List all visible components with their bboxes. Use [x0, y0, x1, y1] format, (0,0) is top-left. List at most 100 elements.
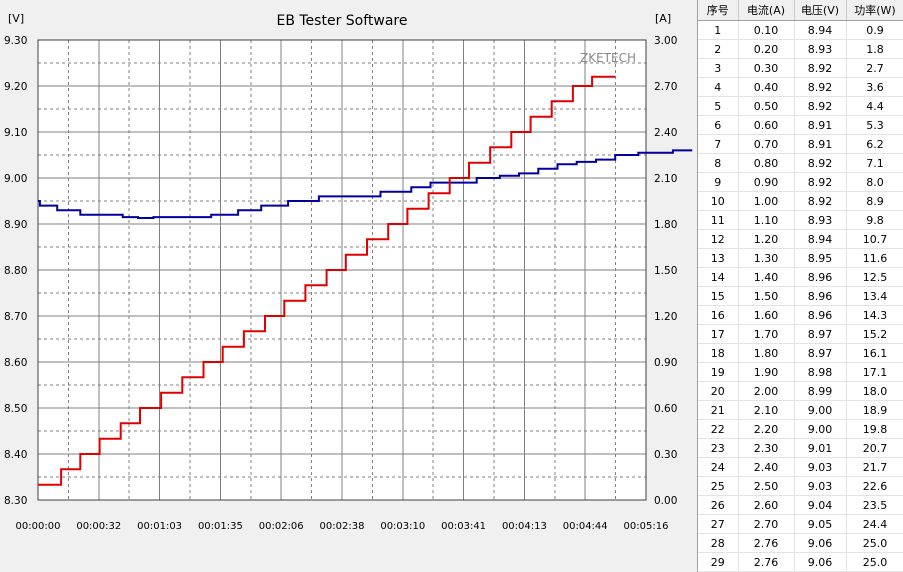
table-cell: 20: [698, 381, 739, 401]
table-cell: 8.91: [794, 134, 847, 154]
table-cell: 1.70: [738, 324, 795, 344]
table-cell: 5: [698, 96, 739, 116]
left-tick-label: 8.80: [4, 265, 27, 277]
left-tick-label: 9.30: [4, 35, 27, 47]
table-cell: 29: [698, 552, 739, 572]
right-tick-label: 2.40: [654, 127, 677, 139]
table-row[interactable]: 17 1.70 8.97 15.2: [698, 324, 903, 344]
table-row[interactable]: 6 0.60 8.91 5.3: [698, 115, 903, 135]
table-row[interactable]: 28 2.76 9.06 25.0: [698, 533, 903, 553]
table-cell: 5.3: [846, 115, 903, 135]
table-cell: 18: [698, 343, 739, 363]
table-cell: 10: [698, 191, 739, 211]
table-row[interactable]: 7 0.70 8.91 6.2: [698, 134, 903, 154]
table-row[interactable]: 21 2.10 9.00 18.9: [698, 400, 903, 420]
table-row[interactable]: 14 1.40 8.96 12.5: [698, 267, 903, 287]
table-row[interactable]: 27 2.70 9.05 24.4: [698, 514, 903, 534]
table-header-cell[interactable]: 电压(V): [794, 0, 847, 21]
table-row[interactable]: 3 0.30 8.92 2.7: [698, 58, 903, 78]
table-row[interactable]: 25 2.50 9.03 22.6: [698, 476, 903, 496]
x-tick-label: 00:00:00: [16, 521, 61, 532]
table-row[interactable]: 18 1.80 8.97 16.1: [698, 343, 903, 363]
left-tick-label: 9.00: [4, 173, 27, 185]
table-cell: 20.7: [846, 438, 903, 458]
table-cell: 9.00: [794, 400, 847, 420]
table-row[interactable]: 22 2.20 9.00 19.8: [698, 419, 903, 439]
table-cell: 19.8: [846, 419, 903, 439]
table-cell: 2.60: [738, 495, 795, 515]
table-cell: 0.9: [846, 20, 903, 40]
table-header-cell[interactable]: 序号: [698, 0, 739, 21]
table-cell: 8.99: [794, 381, 847, 401]
table-cell: 14: [698, 267, 739, 287]
table-cell: 1.00: [738, 191, 795, 211]
left-tick-label: 8.70: [4, 311, 27, 323]
right-tick-label: 2.70: [654, 81, 677, 93]
right-tick-label: 0.00: [654, 495, 677, 507]
table-cell: 8.92: [794, 172, 847, 192]
table-row[interactable]: 12 1.20 8.94 10.7: [698, 229, 903, 249]
table-header-cell[interactable]: 功率(W): [846, 0, 903, 21]
table-cell: 2: [698, 39, 739, 59]
table-row[interactable]: 10 1.00 8.92 8.9: [698, 191, 903, 211]
table-cell: 23: [698, 438, 739, 458]
table-cell: 1: [698, 20, 739, 40]
table-header-cell[interactable]: 电流(A): [738, 0, 795, 21]
table-row[interactable]: 8 0.80 8.92 7.1: [698, 153, 903, 173]
table-cell: 0.60: [738, 115, 795, 135]
table-cell: 2.30: [738, 438, 795, 458]
table-cell: 0.50: [738, 96, 795, 116]
table-row[interactable]: 19 1.90 8.98 17.1: [698, 362, 903, 382]
table-cell: 2.70: [738, 514, 795, 534]
table-cell: 8.93: [794, 210, 847, 230]
table-cell: 8.93: [794, 39, 847, 59]
left-tick-label: 8.60: [4, 357, 27, 369]
table-row[interactable]: 5 0.50 8.92 4.4: [698, 96, 903, 116]
table-row[interactable]: 29 2.76 9.06 25.0: [698, 552, 903, 572]
table-cell: 9.04: [794, 495, 847, 515]
table-row[interactable]: 9 0.90 8.92 8.0: [698, 172, 903, 192]
table-cell: 7: [698, 134, 739, 154]
right-tick-label: 0.30: [654, 449, 677, 461]
table-row[interactable]: 24 2.40 9.03 21.7: [698, 457, 903, 477]
x-tick-label: 00:04:13: [502, 521, 547, 532]
table-cell: 15.2: [846, 324, 903, 344]
table-cell: 9.00: [794, 419, 847, 439]
table-cell: 10.7: [846, 229, 903, 249]
table-cell: 25: [698, 476, 739, 496]
eb-tester-chart: EB Tester Software [V] [A] ZKETECH 9.30 9.20 9…: [4, 12, 693, 532]
table-cell: 3: [698, 58, 739, 78]
current-series-line: [38, 75, 616, 486]
right-axis-unit: [A]: [655, 12, 671, 25]
table-cell: 1.10: [738, 210, 795, 230]
chart-panel: EB Tester Software [V] [A] ZKETECH 9.30 9.20 9…: [4, 12, 693, 532]
measurement-table-panel: 序号 电流(A) 电压(V) 功率(W) 1 0.10 8.94 0.9 2 0.20 8.93 1…: [697, 0, 903, 572]
x-tick-label: 00:01:35: [198, 521, 243, 532]
table-row[interactable]: 1 0.10 8.94 0.9: [698, 20, 903, 40]
table-cell: 17: [698, 324, 739, 344]
table-cell: 9.8: [846, 210, 903, 230]
table-row[interactable]: 4 0.40 8.92 3.6: [698, 77, 903, 97]
table-row[interactable]: 20 2.00 8.99 18.0: [698, 381, 903, 401]
table-cell: 11: [698, 210, 739, 230]
table-cell: 8.94: [794, 20, 847, 40]
table-row[interactable]: 11 1.10 8.93 9.8: [698, 210, 903, 230]
table-row[interactable]: 16 1.60 8.96 14.3: [698, 305, 903, 325]
table-cell: 1.8: [846, 39, 903, 59]
voltage-series-line: [38, 149, 693, 219]
x-tick-label: 00:01:03: [137, 521, 182, 532]
table-row[interactable]: 2 0.20 8.93 1.8: [698, 39, 903, 59]
table-row[interactable]: 26 2.60 9.04 23.5: [698, 495, 903, 515]
table-cell: 8.94: [794, 229, 847, 249]
table-cell: 0.10: [738, 20, 795, 40]
table-cell: 1.40: [738, 267, 795, 287]
table-row[interactable]: 23 2.30 9.01 20.7: [698, 438, 903, 458]
table-row[interactable]: 15 1.50 8.96 13.4: [698, 286, 903, 306]
table-cell: 8.96: [794, 305, 847, 325]
x-tick-label: 00:05:16: [624, 521, 669, 532]
table-cell: 14.3: [846, 305, 903, 325]
table-row[interactable]: 13 1.30 8.95 11.6: [698, 248, 903, 268]
table-cell: 9.01: [794, 438, 847, 458]
table-cell: 8.95: [794, 248, 847, 268]
table-cell: 2.20: [738, 419, 795, 439]
